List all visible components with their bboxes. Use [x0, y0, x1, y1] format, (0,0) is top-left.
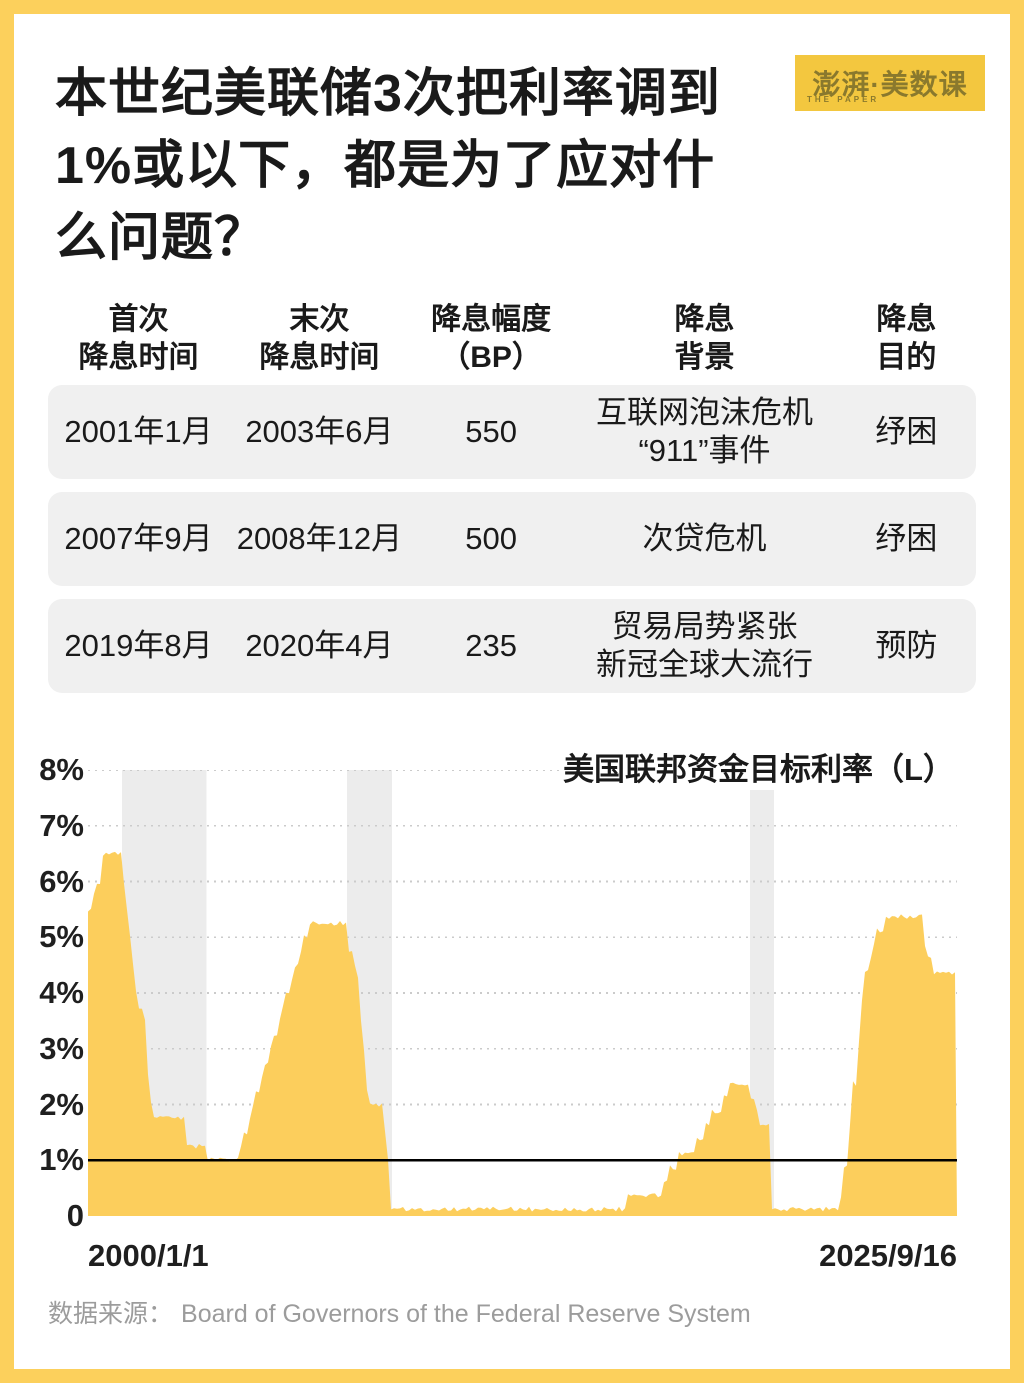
- y-axis-tick-label: 5%: [39, 919, 84, 955]
- data-source: 数据来源： Board of Governors of the Federal R…: [48, 1294, 751, 1330]
- table-cell: 2001年1月: [64, 414, 213, 449]
- table-header-cell: 降息 背景: [674, 303, 735, 374]
- table-cell: 2003年6月: [245, 414, 394, 449]
- table-cell: 互联网泡沫危机 “911”事件: [596, 395, 814, 468]
- source-label: 数据来源：: [48, 1300, 174, 1328]
- table-row: 2001年1月 2003年6月 550 互联网泡沫危机 “911”事件 纾困: [48, 385, 976, 479]
- table-row: 2019年8月 2020年4月 235 贸易局势紧张 新冠全球大流行 预防: [48, 599, 976, 693]
- table-cell: 2008年12月: [236, 521, 403, 556]
- y-axis-tick-label: 0: [66, 1198, 84, 1233]
- infographic-card: 本世纪美联储3次把利率调到 1%或以下，都是为了应对什 么问题？ 澎湃·美数课 …: [14, 14, 1010, 1369]
- rate-area-chart: [88, 770, 957, 1216]
- y-axis-tick-label: 3%: [39, 1030, 84, 1066]
- table-row: 2007年9月 2008年12月 500 次贷危机 纾困: [48, 492, 976, 586]
- table-cell: 纾困: [875, 521, 938, 556]
- y-axis-tick-label: 6%: [39, 863, 84, 899]
- x-axis-end-label: 2025/9/16: [819, 1238, 957, 1273]
- brand-logo: 澎湃·美数课 THE PAPER: [795, 55, 985, 111]
- table-cell: 235: [465, 628, 517, 663]
- source-text: Board of Governors of the Federal Reserv…: [181, 1300, 751, 1328]
- table-cell: 贸易局势紧张 新冠全球大流行: [596, 609, 814, 682]
- chart-title: 美国联邦资金目标利率（L）: [560, 750, 957, 790]
- table-cell: 2019年8月: [64, 628, 213, 663]
- brand-logo-subtext: THE PAPER: [807, 95, 880, 104]
- table-header-cell: 首次 降息时间: [78, 303, 199, 374]
- table-header-cell: 降息幅度 （BP）: [431, 303, 552, 374]
- table-body: 2001年1月 2003年6月 550 互联网泡沫危机 “911”事件 纾困 2007年9…: [48, 385, 976, 693]
- table-cell: 预防: [875, 628, 938, 663]
- y-axis-tick-label: 2%: [39, 1086, 84, 1122]
- table-header-row: 首次 降息时间 末次 降息时间 降息幅度 （BP） 降息 背景 降息 目的: [48, 301, 976, 377]
- brand-logo-text: 澎湃·美数课: [812, 69, 968, 100]
- y-axis-tick-label: 4%: [39, 975, 84, 1010]
- y-axis-tick-label: 7%: [39, 807, 84, 843]
- table-cell: 纾困: [875, 414, 938, 449]
- table-cell: 500: [465, 521, 517, 556]
- rate-area-series: [88, 851, 957, 1216]
- x-axis-start-label: 2000/1/1: [88, 1238, 209, 1273]
- table-cell: 550: [465, 414, 517, 449]
- rate-cut-table: 首次 降息时间 末次 降息时间 降息幅度 （BP） 降息 背景 降息 目的 2001年1…: [48, 301, 976, 706]
- page-title: 本世纪美联储3次把利率调到 1%或以下，都是为了应对什 么问题？: [55, 65, 721, 267]
- y-axis-tick-label: 8%: [39, 752, 84, 787]
- y-axis-tick-label: 1%: [39, 1142, 84, 1178]
- table-header-cell: 降息 目的: [876, 303, 937, 374]
- table-header-cell: 末次 降息时间: [259, 303, 380, 374]
- table-cell: 2007年9月: [64, 521, 213, 556]
- table-cell: 2020年4月: [245, 628, 394, 663]
- table-cell: 次贷危机: [642, 521, 767, 556]
